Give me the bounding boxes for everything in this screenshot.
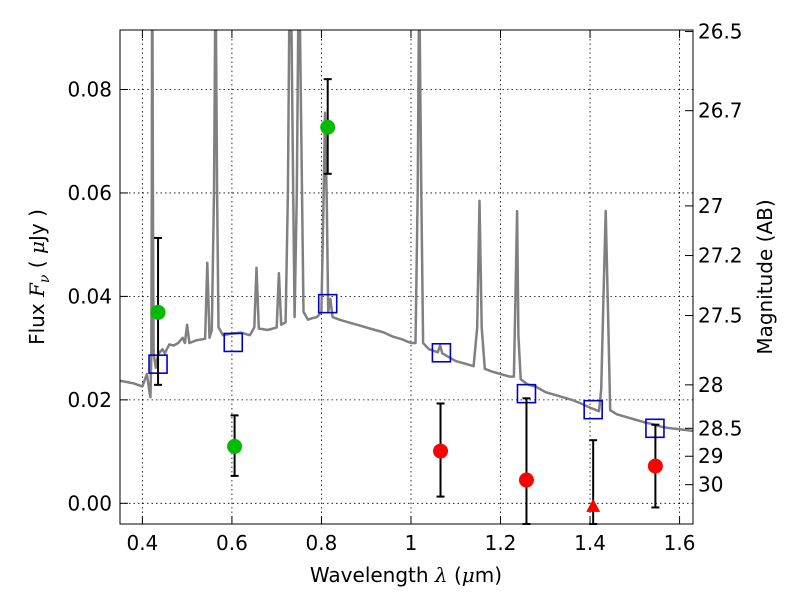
y-tick-label: 0.06 [67,181,112,205]
right-tick-label: 27.5 [698,304,743,328]
y-axis-label-right: Magnitude (AB) [753,199,777,354]
model-photometry-square [583,399,603,420]
plot-frame [119,29,694,525]
observed-point [320,119,336,135]
x-tick-label: 1.4 [574,531,606,555]
observed-point [150,304,166,320]
upper-limit-triangle [586,498,601,512]
plot-area [120,30,693,433]
x-tick-label: 1.6 [664,531,696,555]
right-tick-label: 26.5 [698,20,743,44]
y-tick-label: 0.08 [67,77,112,101]
right-tick-label: 28.5 [698,416,743,440]
right-tick-label: 28 [698,373,723,397]
model-photometry-square [431,342,452,363]
y-axis-label-left: Flux Fν ( μJy ) [25,209,53,345]
x-tick-label: 0.6 [216,531,248,555]
observed-point [227,438,243,454]
x-tick-label: 1 [405,531,418,555]
y-axis-right: 26.5 26.7 27 27.2 27.5 28 28.5 29 30 [685,20,743,497]
x-axis-label: Wavelength λ (μm) [310,563,502,587]
model-spectrum-line [120,30,693,433]
y-tick-label: 0.04 [67,284,112,308]
model-photometry-square [317,293,338,314]
observed-point [518,472,534,488]
right-tick-label: 30 [698,473,723,497]
right-tick-label: 27.2 [698,244,743,268]
markers [148,78,665,525]
observed-point [433,443,449,459]
model-photometry-square [223,332,244,353]
y-tick-label: 0.02 [67,388,112,412]
x-axis: 0.4 0.6 0.8 1 1.2 1.4 1.6 [126,30,695,555]
x-tick-label: 1.2 [485,531,517,555]
observed-point [647,458,663,474]
x-tick-label: 0.4 [126,531,158,555]
right-tick-label: 27 [698,194,723,218]
x-tick-label: 0.8 [306,531,338,555]
y-tick-label: 0.00 [67,491,112,515]
right-tick-label: 26.7 [698,99,743,123]
right-tick-label: 29 [698,444,723,468]
y-axis-left: 0.00 0.02 0.04 0.06 0.08 [67,77,128,515]
